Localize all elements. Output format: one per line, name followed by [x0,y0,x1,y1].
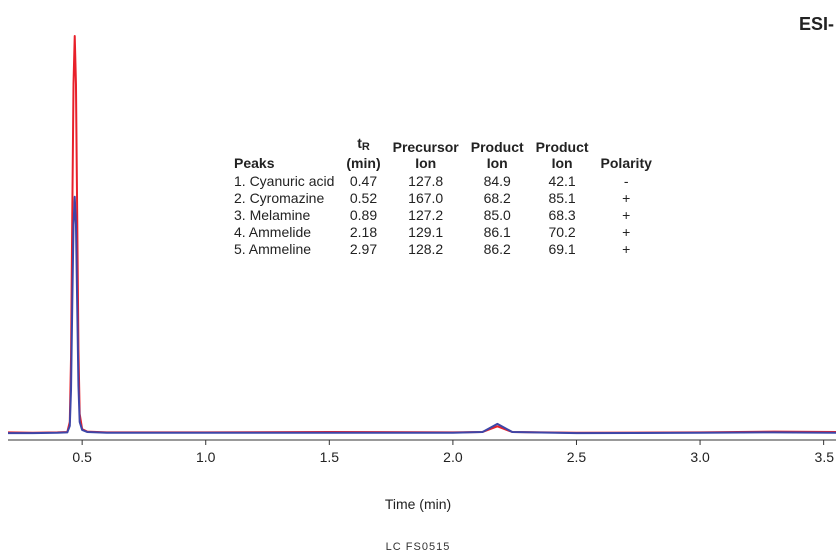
cell-peak: 2. Cyromazine [234,190,325,206]
cell-product2: 68.3 [548,207,576,223]
cell-polarity: + [622,241,631,257]
cell-peak: 4. Ammelide [234,224,312,240]
header-product2-line2: Ion [551,155,573,171]
table-row: 1. Cyanuric acid 0.47 127.8 84.9 42.1 - [228,173,658,190]
cell-product2: 70.2 [548,224,576,240]
figure-code: LC FS0515 [385,541,451,553]
header-precursor-ion: Precursor Ion [387,135,465,173]
cell-product2: 42.1 [548,173,576,189]
table-row: 3. Melamine 0.89 127.2 85.0 68.3 + [228,207,658,224]
x-tick-label: 2.5 [567,449,587,465]
header-precursor-line2: Ion [415,155,437,171]
cell-precursor: 127.8 [408,173,444,189]
series-layer [7,35,836,435]
x-tick-label: 3.0 [690,449,710,465]
x-axis-ticks: 0.5 1.0 1.5 2.0 2.5 3.0 3.5 [72,440,834,465]
cell-product: 84.9 [483,173,511,189]
cell-tr: 0.52 [349,190,378,206]
cell-peak: 1. Cyanuric acid [234,173,335,189]
cell-product: 68.2 [483,190,511,206]
table-row: 4. Ammelide 2.18 129.1 86.1 70.2 + [228,224,658,241]
x-axis-title: Time (min) [384,496,452,512]
x-tick-label: 1.0 [196,449,216,465]
header-retention-time: tR (min) [340,135,386,173]
header-product-line1: Product [470,139,524,155]
cell-peak: 5. Ammeline [234,241,312,257]
header-product2-line1: Product [535,139,589,155]
cell-product: 86.1 [483,224,511,240]
cell-product: 85.0 [483,207,511,223]
peak-table: Peaks tR (min) Precursor Ion Product Ion… [228,135,658,258]
cell-product2: 69.1 [548,241,576,257]
cell-tr: 0.47 [349,173,378,189]
x-tick-label: 1.5 [320,449,340,465]
ionization-mode-label: ESI- [798,14,834,34]
header-peaks: Peaks [234,155,275,171]
cell-product2: 85.1 [548,190,576,206]
cell-precursor: 127.2 [408,207,444,223]
header-product-ion-2: Product Ion [530,135,595,173]
cell-product: 86.2 [483,241,511,257]
x-tick-label: 0.5 [72,449,92,465]
peak-table-header-row: Peaks tR (min) Precursor Ion Product Ion… [228,135,658,173]
cell-peak: 3. Melamine [234,207,311,223]
x-tick-label: 3.5 [815,449,835,465]
cell-precursor: 128.2 [408,241,444,257]
header-tr-subscript: R [361,141,370,153]
x-tick-label: 2.0 [443,449,463,465]
table-row: 5. Ammeline 2.97 128.2 86.2 69.1 + [228,241,658,258]
cell-tr: 2.97 [349,241,378,257]
header-product-ion: Product Ion [465,135,530,173]
cell-polarity: - [623,173,629,189]
cell-polarity: + [622,224,631,240]
header-polarity: Polarity [600,155,652,171]
cell-tr: 2.18 [349,224,378,240]
header-product-line2: Ion [486,155,508,171]
cell-tr: 0.89 [349,207,378,223]
header-tr-symbol: t [357,135,362,151]
series-line-blue [8,195,836,435]
table-row: 2. Cyromazine 0.52 167.0 68.2 85.1 + [228,190,658,207]
header-tr-unit: (min) [346,155,381,171]
header-precursor-line1: Precursor [392,139,459,155]
cell-precursor: 167.0 [408,190,444,206]
cell-precursor: 129.1 [408,224,444,240]
cell-polarity: + [622,207,631,223]
cell-polarity: + [622,190,631,206]
